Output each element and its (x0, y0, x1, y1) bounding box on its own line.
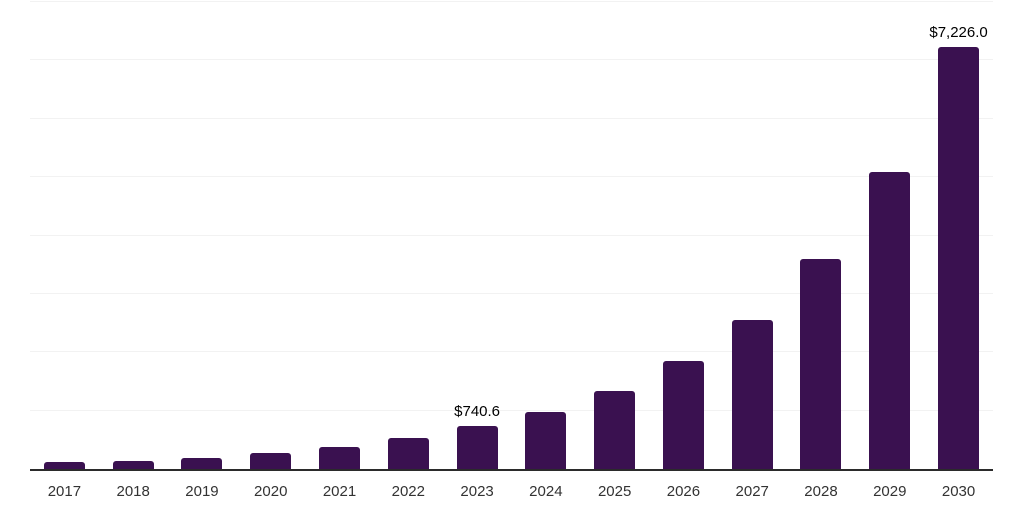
gridline-1000 (30, 409, 993, 411)
x-tick-2028: 2028 (804, 483, 838, 500)
plot-area: $740.6 $7,226.0 (30, 1, 993, 471)
bar-2026 (662, 361, 704, 469)
bar-band-2027 (718, 2, 787, 469)
bar-2025 (594, 391, 636, 469)
bar-band-2026 (649, 2, 718, 469)
x-tick-2019: 2019 (185, 483, 219, 500)
x-tick-2029: 2029 (873, 483, 907, 500)
bar-2017 (43, 462, 85, 469)
bar-band-2020 (236, 2, 305, 469)
bar-2024 (525, 411, 567, 469)
bar-band-2028 (787, 2, 856, 469)
bar-2020 (250, 452, 292, 469)
gridline-7000 (30, 59, 993, 61)
x-tick-2025: 2025 (597, 483, 632, 500)
x-tick-2024: 2024 (529, 483, 563, 500)
x-tick-2018: 2018 (116, 483, 150, 500)
bar-2019 (181, 458, 223, 469)
x-tick-2023: 2023 (460, 483, 494, 500)
bar-2028 (800, 259, 842, 469)
bar-2030 (938, 47, 980, 469)
x-tick-2030: 2030 (941, 483, 976, 500)
bar-band-2017 (30, 2, 99, 469)
x-tick-2017: 2017 (47, 483, 82, 500)
bar-2022 (387, 438, 429, 469)
gridline-6000 (30, 117, 993, 119)
value-label-2030: $7,226.0 (929, 24, 988, 42)
bar-band-2018 (99, 2, 168, 469)
bar-series: $740.6 $7,226.0 (30, 2, 993, 469)
bar-band-2019 (168, 2, 237, 469)
value-label-2023: $740.6 (454, 402, 501, 420)
x-tick-2027: 2027 (735, 483, 769, 500)
gridline-5000 (30, 176, 993, 178)
bar-band-2023: $740.6 (443, 2, 512, 469)
bar-2018 (112, 460, 154, 469)
bar-band-2029 (855, 2, 924, 469)
x-tick-2026: 2026 (666, 483, 701, 500)
bar-2021 (319, 447, 361, 469)
x-tick-2022: 2022 (391, 483, 425, 500)
bar-band-2021 (305, 2, 374, 469)
gridline-2000 (30, 351, 993, 353)
bar-2029 (869, 171, 911, 469)
x-tick-2020: 2020 (254, 483, 288, 500)
bar-2027 (731, 319, 773, 469)
x-tick-2021: 2021 (322, 483, 357, 500)
bar-band-2022 (374, 2, 443, 469)
bar-band-2030: $7,226.0 (924, 2, 993, 469)
gridline-8000 (30, 1, 993, 2)
bar-band-2025 (580, 2, 649, 469)
gridline-3000 (30, 292, 993, 294)
gridline-4000 (30, 234, 993, 236)
x-axis: 2017 2018 2019 2020 2021 2022 2023 2024 2025 2026… (30, 483, 993, 501)
bar-band-2024 (511, 2, 580, 469)
bar-2023 (456, 425, 498, 469)
